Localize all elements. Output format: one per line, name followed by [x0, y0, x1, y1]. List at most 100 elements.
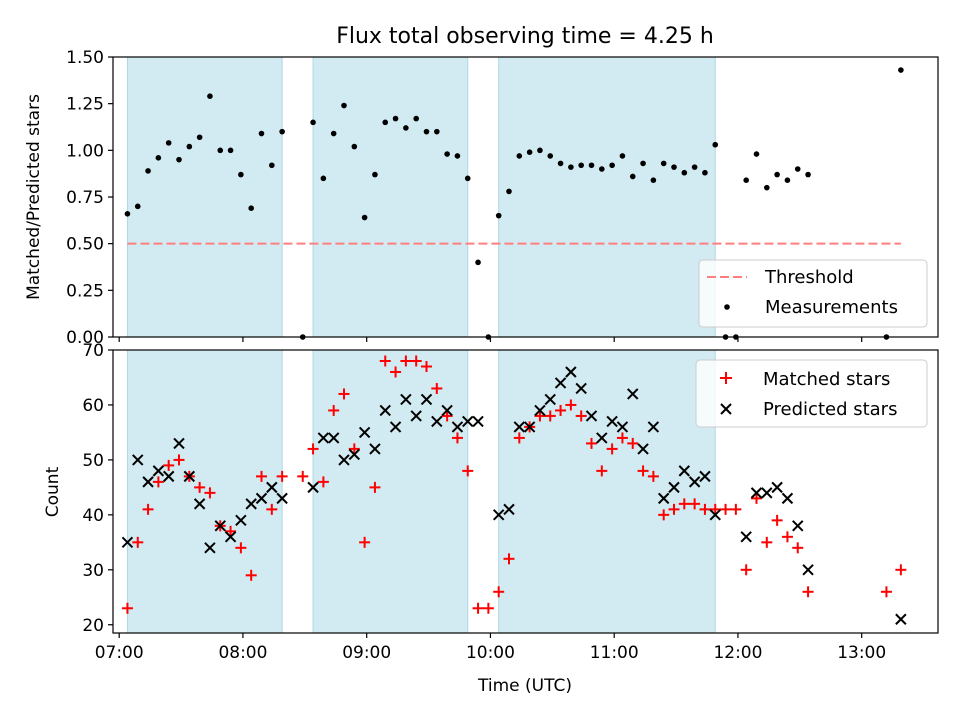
matched-star-point	[534, 410, 546, 422]
top-y-axis-label: Matched/Predicted stars	[24, 94, 44, 300]
bottom-y-tick-label: 20	[82, 616, 104, 636]
bottom-y-tick-label: 30	[82, 561, 104, 581]
measurement-point	[599, 166, 605, 172]
x-tick-label: 11:00	[590, 643, 639, 663]
predicted-star-point	[462, 415, 474, 428]
measurement-point	[320, 175, 327, 182]
predicted-star-point	[183, 470, 196, 483]
matched-star-point	[317, 476, 329, 488]
predicted-star-point	[410, 410, 422, 422]
count-points	[121, 355, 907, 625]
measurement-point	[475, 259, 481, 266]
measurement-point	[794, 166, 801, 172]
matched-star-point	[431, 382, 443, 394]
matched-star-point	[513, 432, 525, 444]
top-y-tick-label: 0.75	[66, 188, 104, 208]
predicted-star-point	[162, 470, 175, 483]
measurement-point	[681, 169, 688, 176]
measurement-point	[774, 171, 780, 178]
top-observing-spans	[126, 56, 716, 338]
matched-star-point	[689, 498, 701, 510]
measurement-point	[227, 147, 234, 154]
matched-star-point	[410, 355, 422, 367]
bottom-y-tick-label: 50	[82, 451, 104, 471]
measurement-point	[660, 160, 667, 167]
predicted-star-point	[317, 432, 330, 444]
bottom-panel: 20 30 40 50 60 70 07:00 08:00 09:00 10:00 11:00 12…	[43, 341, 939, 696]
x-tick-label: 08:00	[218, 643, 267, 663]
predicted-star-point	[431, 415, 443, 428]
matched-star-point	[616, 432, 628, 444]
matched-star-point	[441, 410, 453, 422]
matched-star-point	[503, 553, 515, 565]
x-tick-label: 10:00	[466, 643, 515, 663]
matched-star-point	[678, 498, 690, 510]
predicted-star-point	[472, 415, 484, 428]
measurement-point	[712, 141, 719, 148]
matched-star-point	[369, 481, 381, 493]
measurement-point	[165, 140, 172, 146]
measurement-point	[526, 149, 533, 155]
measurement-point	[464, 175, 471, 182]
top-legend: Threshold Measurements	[698, 259, 928, 328]
measurement-point	[753, 151, 760, 157]
top-y-tick-label: 0.50	[66, 235, 104, 255]
top-legend-box	[698, 259, 928, 328]
x-tick-label: 09:00	[342, 643, 391, 663]
matched-star-point	[142, 503, 154, 515]
predicted-star-point	[420, 393, 433, 406]
predicted-star-point	[761, 487, 773, 499]
predicted-star-point	[534, 404, 546, 417]
bottom-observing-span-1	[312, 349, 469, 634]
measurement-point	[423, 128, 430, 135]
predicted-star-point	[699, 470, 711, 483]
predicted-star-point	[606, 415, 618, 428]
predicted-star-point	[204, 542, 216, 554]
predicted-star-point	[627, 388, 639, 400]
predicted-star-point	[142, 476, 154, 488]
legend-matched-label: Matched stars	[763, 369, 890, 390]
measurement-point	[578, 162, 584, 169]
bottom-observing-span-0	[126, 349, 283, 634]
measurement-point	[372, 171, 378, 178]
predicted-star-point	[214, 520, 226, 532]
matched-star-point	[328, 404, 340, 416]
matched-star-point	[792, 542, 804, 554]
matched-star-point	[462, 465, 474, 477]
measurement-point	[764, 184, 770, 191]
predicted-star-point	[235, 514, 247, 527]
matched-star-point	[245, 569, 257, 581]
matched-star-point	[880, 586, 892, 598]
measurement-point	[310, 119, 316, 126]
predicted-star-point	[554, 377, 567, 389]
predicted-star-point	[657, 492, 670, 505]
measurement-point	[629, 173, 636, 180]
top-observing-span-2	[498, 56, 716, 338]
matched-star-point	[637, 465, 649, 477]
x-tick-label: 07:00	[95, 643, 144, 663]
predicted-star-point	[276, 492, 288, 505]
measurement-point	[238, 171, 244, 178]
matched-star-point	[720, 503, 732, 515]
predicted-star-point	[193, 498, 206, 510]
bottom-observing-spans	[126, 349, 716, 634]
matched-star-point	[544, 410, 556, 422]
bottom-x-ticks: 07:00 08:00 09:00 10:00 11:00 12:00 13:00	[95, 633, 886, 663]
predicted-star-point	[400, 393, 412, 406]
predicted-star-point	[523, 421, 536, 433]
measurement-point	[568, 164, 574, 170]
predicted-star-point	[792, 520, 804, 532]
matched-star-point	[647, 470, 659, 482]
measurement-point	[403, 125, 409, 131]
predicted-star-point	[513, 421, 526, 433]
measurement-point	[145, 168, 151, 174]
matched-star-point	[297, 470, 309, 482]
predicted-star-point	[245, 498, 257, 510]
measurement-point	[392, 115, 399, 122]
matched-star-point	[802, 586, 814, 598]
measurement-point	[444, 151, 450, 157]
measurement-point	[495, 212, 502, 219]
matched-star-point	[668, 503, 680, 515]
measurement-point	[207, 93, 213, 99]
